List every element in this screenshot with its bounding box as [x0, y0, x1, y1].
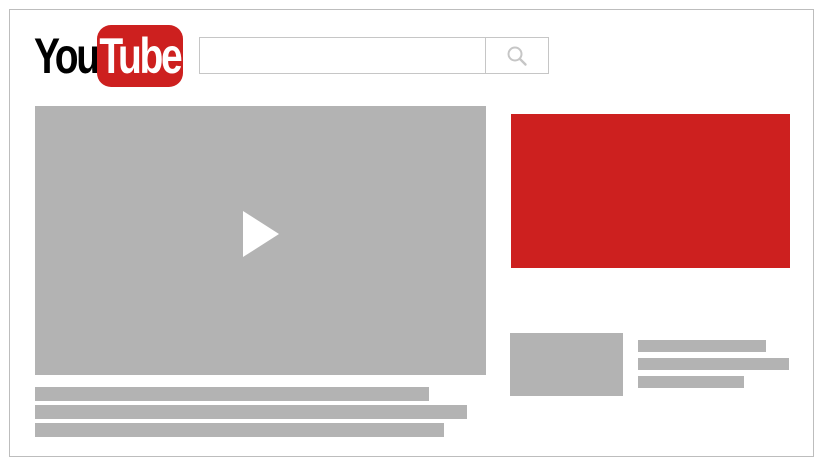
related-video-thumbnail[interactable] [510, 333, 623, 396]
logo-tube-badge: Tube [97, 25, 183, 87]
youtube-logo[interactable]: You Tube [34, 25, 183, 87]
video-player[interactable] [35, 106, 486, 375]
search-button[interactable] [485, 37, 549, 74]
logo-text-you: You [34, 28, 100, 84]
video-title-line [35, 387, 429, 401]
play-icon[interactable] [243, 211, 279, 257]
ad-banner[interactable] [511, 114, 790, 268]
related-video-meta-line [638, 376, 744, 388]
video-description-line [35, 405, 467, 419]
video-description-line [35, 423, 444, 437]
related-video-meta-line [638, 358, 789, 370]
search-input[interactable] [199, 37, 486, 74]
search-icon [507, 46, 527, 66]
logo-text-tube: Tube [99, 28, 183, 84]
related-video-title-line[interactable] [638, 340, 766, 352]
